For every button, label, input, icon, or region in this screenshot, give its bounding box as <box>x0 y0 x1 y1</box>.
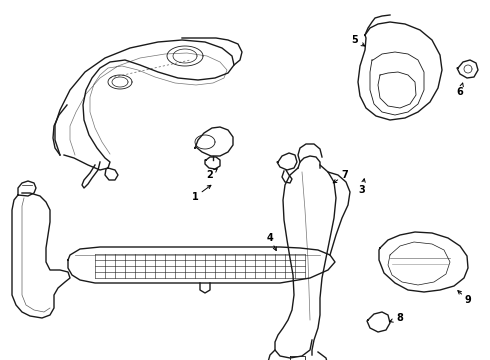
Text: 5: 5 <box>352 35 358 45</box>
Text: 8: 8 <box>396 313 403 323</box>
Text: 7: 7 <box>342 170 348 180</box>
Text: 3: 3 <box>359 185 366 195</box>
Text: 6: 6 <box>457 87 464 97</box>
Text: 4: 4 <box>267 233 273 243</box>
Text: 2: 2 <box>207 170 213 180</box>
Text: 1: 1 <box>192 192 198 202</box>
Text: 9: 9 <box>465 295 471 305</box>
